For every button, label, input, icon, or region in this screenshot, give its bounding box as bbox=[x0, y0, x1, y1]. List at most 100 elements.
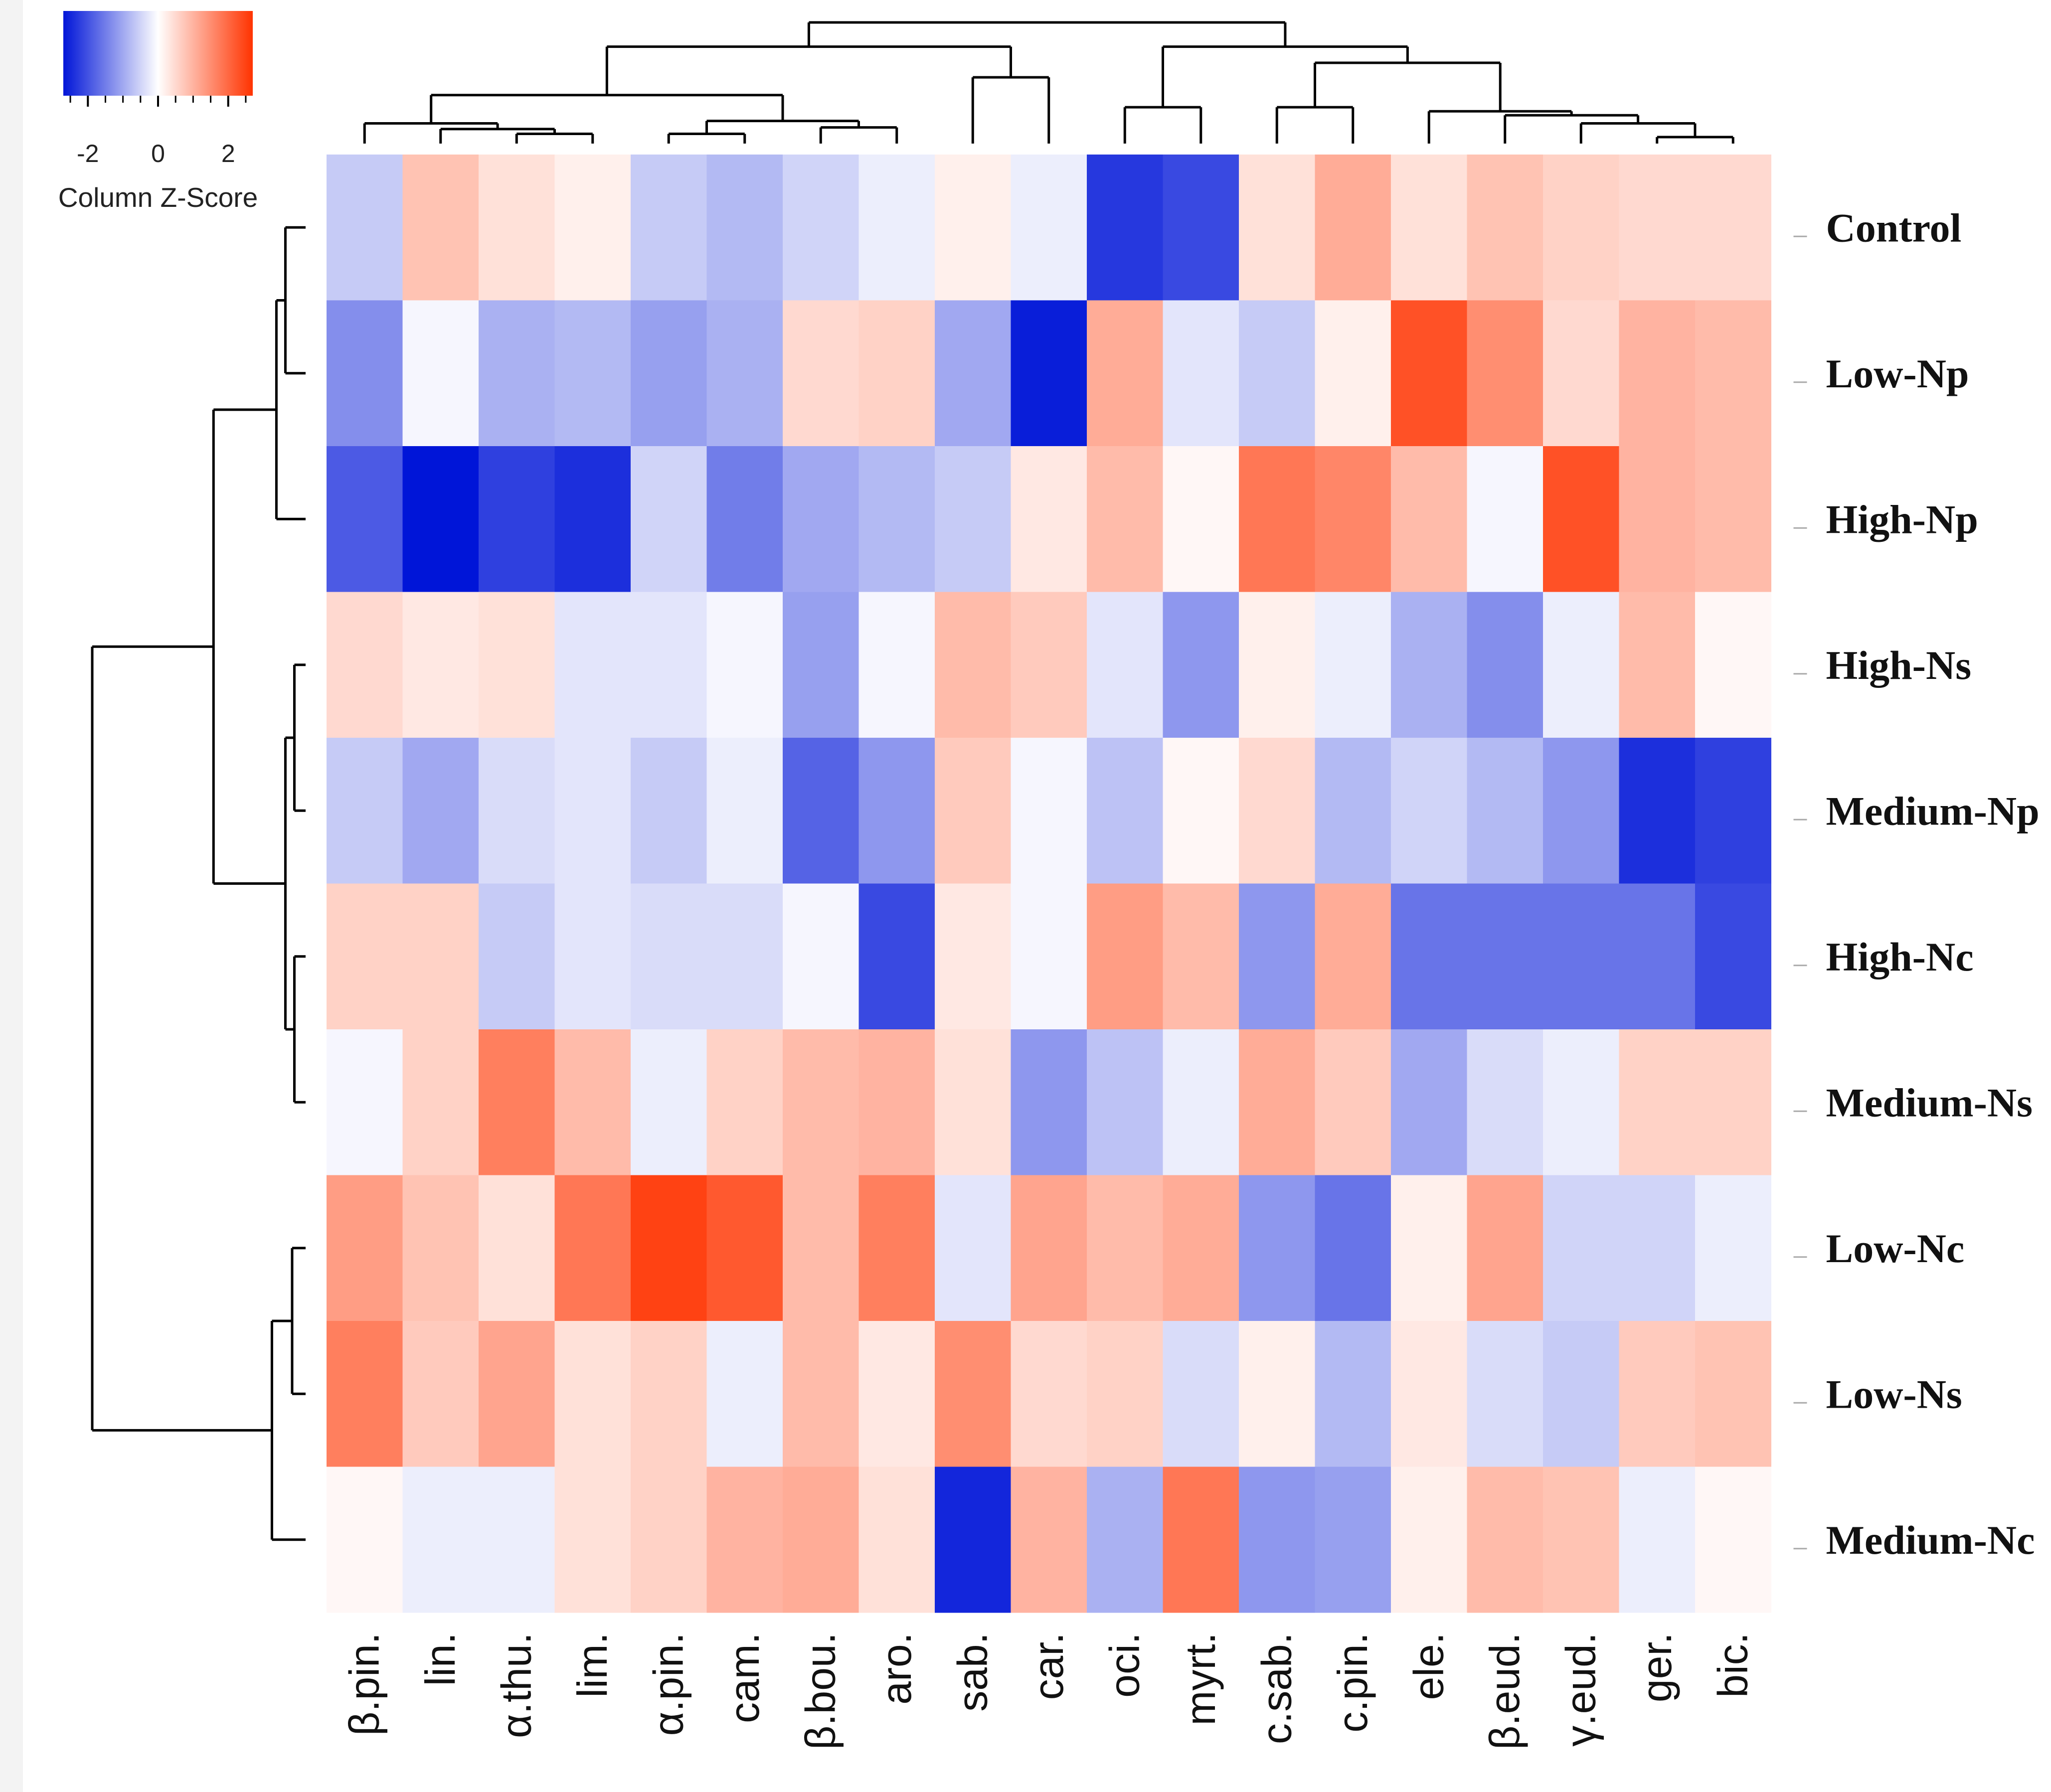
heatmap-cell bbox=[1163, 1321, 1239, 1467]
row-label: Medium-Ns bbox=[1826, 1080, 2033, 1125]
heatmap-cell bbox=[1011, 1029, 1087, 1176]
heatmap-cell bbox=[1239, 155, 1316, 301]
column-label: lim. bbox=[569, 1632, 616, 1698]
color-key: -2 0 2 Column Z-Score bbox=[58, 11, 258, 213]
heatmap-cell bbox=[554, 1029, 631, 1176]
heatmap-cell bbox=[1087, 446, 1164, 593]
heatmap-cell bbox=[631, 738, 707, 884]
heatmap-cell bbox=[706, 1175, 783, 1321]
heatmap-cell bbox=[1543, 1466, 1620, 1613]
heatmap-cell bbox=[554, 738, 631, 884]
row-label: Low-Np bbox=[1826, 351, 1969, 396]
column-label: bic. bbox=[1709, 1632, 1756, 1698]
row-label: Medium-Nc bbox=[1826, 1517, 2035, 1563]
heatmap-cell bbox=[1391, 592, 1468, 738]
heatmap-cell bbox=[1163, 1175, 1239, 1321]
heatmap-cell bbox=[1543, 1175, 1620, 1321]
row-label: High-Np bbox=[1826, 496, 1978, 542]
heatmap-cell bbox=[1467, 446, 1543, 593]
heatmap-cell bbox=[1467, 1175, 1543, 1321]
heatmap-cell bbox=[1315, 1175, 1391, 1321]
heatmap-cell bbox=[554, 592, 631, 738]
heatmap-cell bbox=[1087, 883, 1164, 1030]
heatmap-cell bbox=[783, 1321, 859, 1467]
heatmap-cell bbox=[1087, 1029, 1164, 1176]
row-label: Low-Nc bbox=[1826, 1226, 1965, 1271]
heatmap-cell bbox=[1467, 738, 1543, 884]
row-label: Low-Ns bbox=[1826, 1371, 1962, 1417]
heatmap-cell bbox=[1011, 1466, 1087, 1613]
heatmap-cell bbox=[1011, 883, 1087, 1030]
heatmap-cell bbox=[479, 300, 555, 447]
heatmap-cell bbox=[1087, 592, 1164, 738]
heatmap-cell bbox=[1695, 592, 1772, 738]
heatmap-cell bbox=[1011, 1321, 1087, 1467]
heatmap-cell bbox=[1543, 592, 1620, 738]
column-label: aro. bbox=[873, 1632, 920, 1705]
heatmap-cell bbox=[1619, 155, 1696, 301]
heatmap-cell bbox=[1315, 1321, 1391, 1467]
heatmap-cell bbox=[327, 738, 403, 884]
heatmap-cell bbox=[858, 1321, 935, 1467]
color-key-bar bbox=[63, 11, 253, 96]
heatmap-cell bbox=[858, 1029, 935, 1176]
heatmap-cell bbox=[1467, 1321, 1543, 1467]
heatmap-cell bbox=[1619, 1175, 1696, 1321]
heatmap-cell bbox=[1315, 300, 1391, 447]
heatmap-cell bbox=[1543, 1321, 1620, 1467]
heatmap-cell bbox=[327, 1175, 403, 1321]
heatmap-cell bbox=[935, 1466, 1012, 1613]
heatmap-cell bbox=[858, 1466, 935, 1613]
heatmap-cell bbox=[706, 592, 783, 738]
heatmap-cell bbox=[1391, 446, 1468, 593]
heatmap-cell bbox=[706, 883, 783, 1030]
heatmap-cell bbox=[554, 300, 631, 447]
heatmap-cell bbox=[1543, 300, 1620, 447]
heatmap-cell bbox=[935, 592, 1012, 738]
column-label: β.eud. bbox=[1481, 1632, 1528, 1750]
column-label: car. bbox=[1025, 1632, 1072, 1700]
heatmap-cell bbox=[1239, 883, 1316, 1030]
heatmap-cell bbox=[1467, 300, 1543, 447]
heatmap-cell bbox=[1467, 1029, 1543, 1176]
heatmap-cell bbox=[631, 1029, 707, 1176]
column-label: ele. bbox=[1405, 1632, 1452, 1700]
column-label: lin. bbox=[417, 1632, 464, 1686]
heatmap-cell bbox=[935, 1321, 1012, 1467]
heatmap-cell bbox=[479, 1466, 555, 1613]
color-key-tick-label: 0 bbox=[151, 140, 165, 167]
heatmap-cell bbox=[1239, 446, 1316, 593]
heatmap-cell bbox=[1391, 300, 1468, 447]
heatmap-cell bbox=[858, 300, 935, 447]
heatmap-cell bbox=[479, 1321, 555, 1467]
heatmap-cell bbox=[1391, 738, 1468, 884]
heatmap-cell bbox=[1315, 1466, 1391, 1613]
heatmap-cell bbox=[935, 1175, 1012, 1321]
heatmap-cell bbox=[1467, 155, 1543, 301]
column-labels: β.pin. lin. α.thu. lim. α.pin. cam. β.bou. aro.… bbox=[341, 1632, 1756, 1750]
heatmap-cell bbox=[402, 446, 479, 593]
heatmap-cell bbox=[935, 155, 1012, 301]
heatmap-cell bbox=[1695, 1029, 1772, 1176]
heatmap-cell bbox=[554, 446, 631, 593]
heatmap-cell bbox=[1543, 883, 1620, 1030]
heatmap-cell bbox=[783, 446, 859, 593]
heatmap-cell bbox=[631, 300, 707, 447]
heatmap-cell bbox=[1619, 1029, 1696, 1176]
heatmap-cell bbox=[554, 1321, 631, 1467]
heatmap-cell bbox=[706, 446, 783, 593]
heatmap-cell bbox=[783, 883, 859, 1030]
heatmap-cell bbox=[402, 883, 479, 1030]
heatmap-cell bbox=[554, 155, 631, 301]
heatmap-cell bbox=[1467, 592, 1543, 738]
heatmap-cell bbox=[1163, 883, 1239, 1030]
heatmap-cell bbox=[1163, 592, 1239, 738]
heatmap-cell bbox=[706, 1029, 783, 1176]
heatmap-cell bbox=[1315, 446, 1391, 593]
heatmap-cell bbox=[402, 155, 479, 301]
heatmap-cell bbox=[554, 1175, 631, 1321]
heatmap-cell bbox=[402, 1466, 479, 1613]
heatmap-cell bbox=[1011, 1175, 1087, 1321]
heatmap-cell bbox=[1087, 1175, 1164, 1321]
